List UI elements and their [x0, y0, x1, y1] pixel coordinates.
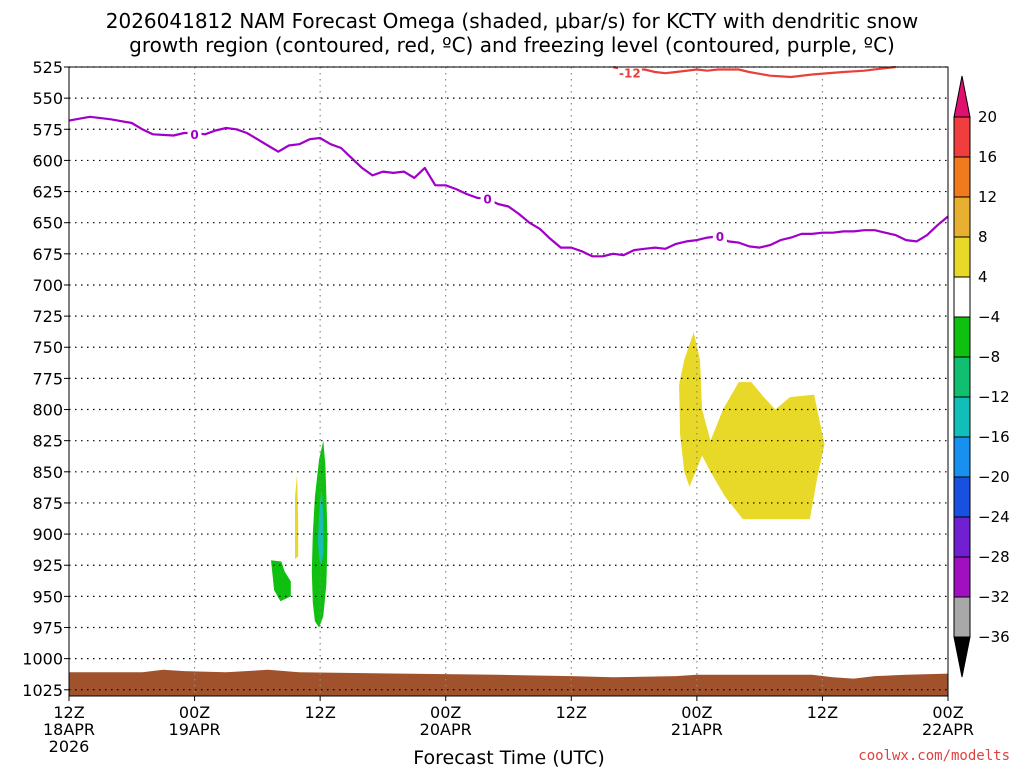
- colorbar-label-9: −20: [978, 468, 1010, 486]
- colorbar-top-arrow: [953, 75, 971, 118]
- y-tick-label-800: 800: [32, 401, 63, 420]
- dgz-label-bg: [617, 66, 642, 80]
- x-tick-label-84-2: 22APR: [922, 720, 974, 739]
- y-tick-label-875: 875: [32, 494, 63, 513]
- colorbar-swatch-7: [953, 396, 971, 438]
- x-tick-label-12-2: 19APR: [169, 720, 221, 739]
- x-tick-label-60-2: 21APR: [671, 720, 723, 739]
- x-tick-label-36-1: 00Z: [430, 703, 461, 722]
- colorbar-swatch-3: [953, 236, 971, 278]
- freezing-level-label-2: 0: [483, 193, 491, 207]
- contour-layer: 0 0 0 -12: [68, 65, 949, 258]
- omega-region-4: [679, 332, 825, 520]
- y-tick-label-775: 775: [32, 369, 63, 388]
- omega-region-2: [318, 490, 324, 566]
- chart-title-line2: growth region (contoured, red, ºC) and f…: [129, 33, 895, 57]
- colorbar-swatch-6: [953, 356, 971, 398]
- y-tick-label-525: 525: [32, 58, 63, 77]
- y-tick-label-575: 575: [32, 120, 63, 139]
- y-tick-label-700: 700: [32, 276, 63, 295]
- colorbar-swatch-10: [953, 516, 971, 558]
- y-axis-ticks: 525 550 575 600 625 650 675 700 725 750 775 800 825 8…: [22, 58, 69, 700]
- x-tick-label-48-1: 12Z: [556, 703, 587, 722]
- y-tick-label-825: 825: [32, 432, 63, 451]
- colorbar-bottom-arrow: [953, 636, 971, 678]
- y-tick-label-725: 725: [32, 307, 63, 326]
- y-tick-label-1025: 1025: [22, 681, 63, 700]
- y-tick-label-600: 600: [32, 151, 63, 170]
- y-tick-label-625: 625: [32, 183, 63, 202]
- y-tick-label-975: 975: [32, 618, 63, 637]
- freezing-level-line: [68, 115, 949, 258]
- dgz-contour-line: [612, 65, 896, 79]
- plot-frame: [68, 66, 949, 697]
- freezing-level-label-2-bg: [480, 192, 495, 206]
- colorbar-swatch-1: [953, 156, 971, 198]
- chart-title-line1: 2026041812 NAM Forecast Omega (shaded, μ…: [106, 9, 918, 33]
- colorbar-label-6: −8: [978, 348, 1000, 366]
- colorbar-label-5: −4: [978, 308, 1000, 326]
- y-tick-label-550: 550: [32, 89, 63, 108]
- omega-region-0: [271, 560, 291, 602]
- colorbar: 20 16 12 8 4 −4 −8 −12 −16 −20 −24 −28 −32 −36: [953, 75, 1010, 678]
- x-tick-label-0-2: 18APR: [43, 720, 95, 739]
- colorbar-label-7: −12: [978, 388, 1010, 406]
- colorbar-swatch-5: [953, 316, 971, 358]
- colorbar-label-0: 20: [978, 108, 997, 126]
- y-tick-label-900: 900: [32, 525, 63, 544]
- x-tick-label-0-3: 2026: [49, 737, 90, 756]
- colorbar-label-11: −28: [978, 548, 1010, 566]
- grid-lines: [69, 66, 948, 696]
- y-tick-label-925: 925: [32, 556, 63, 575]
- colorbar-label-13: −36: [978, 628, 1010, 646]
- dgz-label: -12: [619, 67, 641, 81]
- colorbar-swatch-12: [953, 596, 971, 638]
- freezing-level-label-1: 0: [190, 128, 198, 142]
- colorbar-label-8: −16: [978, 428, 1010, 446]
- y-tick-label-675: 675: [32, 245, 63, 264]
- freezing-level-label-1-bg: [187, 127, 202, 141]
- x-tick-label-36-2: 20APR: [420, 720, 472, 739]
- colorbar-swatch-9: [953, 476, 971, 518]
- colorbar-swatch-8: [953, 436, 971, 478]
- colorbar-label-2: 12: [978, 188, 997, 206]
- x-tick-label-0-1: 12Z: [53, 703, 84, 722]
- colorbar-swatch-0: [953, 116, 971, 158]
- credit-text: coolwx.com/modelts: [858, 748, 1010, 764]
- colorbar-label-12: −32: [978, 588, 1010, 606]
- x-tick-label-60-1: 00Z: [681, 703, 712, 722]
- omega-region-3: [295, 474, 299, 559]
- y-tick-label-850: 850: [32, 463, 63, 482]
- y-tick-label-650: 650: [32, 214, 63, 233]
- colorbar-label-3: 8: [978, 228, 988, 246]
- y-tick-label-950: 950: [32, 587, 63, 606]
- terrain-fill: [69, 669, 948, 696]
- colorbar-swatch-4: [953, 276, 971, 318]
- y-tick-label-750: 750: [32, 338, 63, 357]
- colorbar-label-10: −24: [978, 508, 1010, 526]
- x-tick-label-12-1: 00Z: [179, 703, 210, 722]
- x-tick-label-84-1: 00Z: [932, 703, 963, 722]
- x-tick-label-24-1: 12Z: [304, 703, 335, 722]
- colorbar-label-1: 16: [978, 148, 997, 166]
- terrain-layer: [69, 669, 948, 696]
- y-tick-label-1000: 1000: [22, 650, 63, 669]
- colorbar-label-4: 4: [978, 268, 988, 286]
- freezing-level-label-3-bg: [712, 229, 727, 243]
- colorbar-swatch-11: [953, 556, 971, 598]
- x-tick-label-72-1: 12Z: [807, 703, 838, 722]
- freezing-level-label-3: 0: [716, 230, 724, 244]
- colorbar-swatch-2: [953, 196, 971, 238]
- omega-shading-layer: [271, 332, 825, 628]
- x-axis-label: Forecast Time (UTC): [413, 747, 604, 768]
